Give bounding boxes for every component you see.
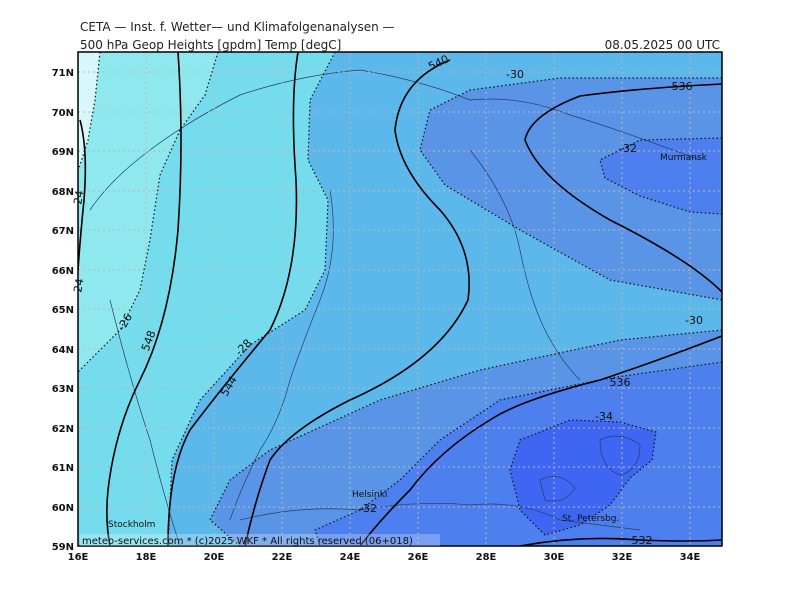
lake-outline <box>539 435 641 502</box>
temperature-contour-label: -32 <box>359 502 377 515</box>
isotherm <box>78 52 101 171</box>
header-title: CETA — Inst. f. Wetter— und Klimafolgena… <box>80 20 395 34</box>
longitude-labels: 16E 18E 20E 22E 24E 26E 28E 30E 32E 34E <box>68 552 701 563</box>
isotherm <box>314 361 722 546</box>
temperature-contour-label: -34 <box>595 410 613 423</box>
isotherm <box>167 52 336 546</box>
city-label: St. Petersbg. <box>562 514 619 524</box>
temperature-contour-label: -30 <box>685 314 703 327</box>
longitude-label: 34E <box>680 552 701 563</box>
latitude-label: 63N <box>52 384 74 395</box>
longitude-label: 32E <box>612 552 633 563</box>
isotherm <box>599 137 722 215</box>
temp-band-24 <box>78 52 218 372</box>
latitude-label: 67N <box>52 226 74 237</box>
latitude-label: 71N <box>52 68 74 79</box>
city-label: Murmansk <box>660 153 708 163</box>
height-contour <box>524 83 722 293</box>
height-contour-label: 536 <box>672 80 693 93</box>
longitude-label: 18E <box>136 552 157 563</box>
latitude-label: 68N <box>52 187 74 198</box>
header-valid-time: 08.05.2025 00 UTC <box>604 38 720 52</box>
height-contour <box>106 52 182 546</box>
height-contour-label: 532 <box>632 534 653 547</box>
temperature-contour-label: -24 <box>71 189 87 209</box>
height-contour <box>359 335 722 546</box>
latitude-label: 64N <box>52 345 74 356</box>
city-label: Helsinki <box>352 490 387 500</box>
temperature-contour-label: -32 <box>619 142 637 155</box>
height-contour <box>78 119 87 271</box>
height-contour <box>519 537 722 546</box>
graticule <box>78 52 722 546</box>
city-label: Stockholm <box>108 520 155 530</box>
longitude-label: 16E <box>68 552 89 563</box>
longitude-label: 28E <box>476 552 497 563</box>
longitude-label: 22E <box>272 552 293 563</box>
latitude-label: 66N <box>52 266 74 277</box>
temperature-contour-label: -24 <box>71 277 87 297</box>
latitude-label: 65N <box>52 305 74 316</box>
height-contour <box>244 59 470 546</box>
latitude-label: 70N <box>52 108 74 119</box>
longitude-label: 20E <box>204 552 225 563</box>
height-contours <box>78 52 722 546</box>
latitude-labels: 71N 70N 69N 68N 67N 66N 65N 64N 63N 62N 61N 60N 59N <box>52 68 74 553</box>
longitude-label: 30E <box>544 552 565 563</box>
latitude-label: 60N <box>52 503 74 514</box>
credit-backdrop <box>80 534 440 546</box>
height-contour <box>167 52 299 546</box>
isotherms <box>78 52 722 546</box>
latitude-label: 69N <box>52 147 74 158</box>
isotherm <box>419 77 722 301</box>
longitude-label: 26E <box>408 552 429 563</box>
city-labels: Murmansk Helsinki Stockholm St. Petersbg. <box>108 153 708 530</box>
plot-frame <box>77 51 723 547</box>
temp-band-34 <box>510 420 656 535</box>
longitude-label: 24E <box>340 552 361 563</box>
height-contour-label: 536 <box>610 376 631 389</box>
header-field: 500 hPa Geop Heights [gpdm] Temp [degC] <box>80 38 342 52</box>
coastline <box>89 69 701 546</box>
credit-text: meteo-services.com * (c)2025 WKF * All r… <box>82 536 413 547</box>
latitude-label: 62N <box>52 424 74 435</box>
latitude-label: 59N <box>52 542 74 553</box>
latitude-label: 61N <box>52 463 74 474</box>
temperature-contour-label: -30 <box>506 68 524 81</box>
